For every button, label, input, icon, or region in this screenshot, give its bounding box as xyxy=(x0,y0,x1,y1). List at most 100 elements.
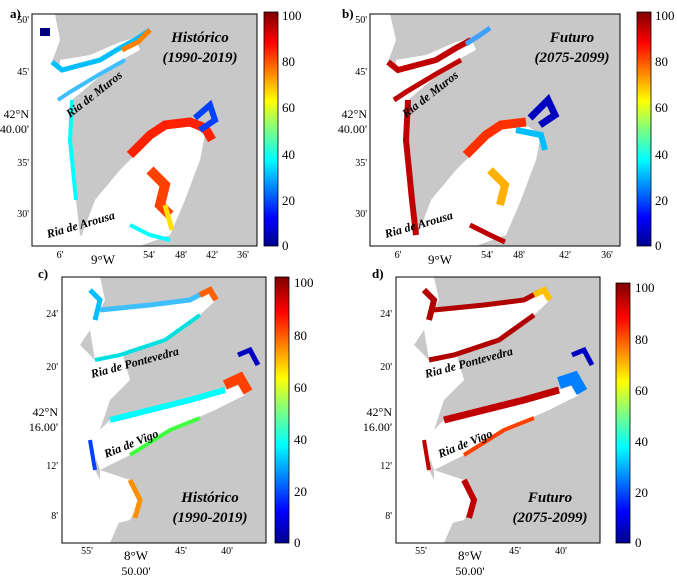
panel-letter: b) xyxy=(342,6,354,21)
y-tick-label: 8' xyxy=(51,511,58,522)
period-title: Futuro xyxy=(549,30,594,46)
x-main-minutes: 50.00' xyxy=(121,564,150,578)
ria-arousa-water xyxy=(80,125,205,246)
y-tick-label: 8' xyxy=(385,511,392,522)
coastal-band xyxy=(462,416,535,457)
colorbar-tick: 0 xyxy=(294,535,301,550)
ria-muros-water xyxy=(58,38,140,100)
coastal-band xyxy=(127,478,143,519)
ria-vigo-water xyxy=(90,385,245,470)
ria-pontevedra-water xyxy=(90,290,216,360)
ria-pontevedra-water xyxy=(424,290,550,360)
x-tick-label: 6' xyxy=(57,250,64,261)
coastal-band xyxy=(461,478,478,519)
coastal-band xyxy=(571,346,595,367)
colorbar-tick: 100 xyxy=(282,8,302,23)
coastal-band xyxy=(462,117,527,159)
y-tick-label: 45' xyxy=(355,67,367,78)
colorbar-tick: 100 xyxy=(635,280,655,295)
colorbar-tick: 40 xyxy=(282,147,295,162)
coastal-band xyxy=(428,312,536,363)
y-tick-label: 45' xyxy=(17,67,29,78)
colorbar-tick: 100 xyxy=(655,8,675,23)
colorbar-tick: 80 xyxy=(294,328,307,343)
x-tick-label: 40' xyxy=(221,546,233,557)
y-main-minutes: 40.00' xyxy=(338,122,367,136)
colorbar-tick: 20 xyxy=(282,193,295,208)
x-main-minutes: 50.00' xyxy=(455,564,484,578)
x-tick-label: 48' xyxy=(175,250,187,261)
colorbar-d-ticks: 100 80 60 40 20 0 xyxy=(635,280,655,550)
y-tick-label: 35' xyxy=(17,158,29,169)
coastal-band xyxy=(129,223,171,242)
open-sea xyxy=(62,277,130,543)
coastal-band xyxy=(99,289,207,313)
coastal-band xyxy=(88,439,97,471)
period-title: Histórico xyxy=(170,30,229,46)
colorbar-tick: 40 xyxy=(294,432,307,447)
colorbar-tick: 80 xyxy=(655,54,668,69)
x-tick-label: 45' xyxy=(509,546,521,557)
colorbar xyxy=(274,276,290,544)
y-main-minutes: 16.00' xyxy=(363,420,392,434)
coastal-band xyxy=(527,93,560,128)
period-years: (2075-2099) xyxy=(535,50,610,66)
coastal-band xyxy=(532,286,553,302)
cell-patch xyxy=(40,28,50,36)
coastal-band xyxy=(126,117,216,159)
period-years: (2075-2099) xyxy=(513,510,588,526)
panel-letter: a) xyxy=(10,6,21,21)
colorbar-tick: 80 xyxy=(635,332,648,347)
coastal-band xyxy=(487,167,510,206)
colorbar-tick: 20 xyxy=(655,193,668,208)
coastal-band xyxy=(222,371,253,395)
panel-a xyxy=(31,11,279,247)
y-tick-label: 20' xyxy=(46,362,58,373)
colorbar-tick: 100 xyxy=(294,275,314,290)
x-tick-label: 54' xyxy=(481,250,493,261)
y-main-minutes: 16.00' xyxy=(29,420,58,434)
y-tick-label: 24' xyxy=(380,309,392,320)
x-main-degree: 8°W xyxy=(458,548,483,563)
map-frame xyxy=(61,276,267,544)
coastal-band xyxy=(422,439,431,471)
y-main-degree: 42°N xyxy=(367,405,393,419)
map-frame xyxy=(395,276,601,544)
x-tick-label: 55' xyxy=(415,546,427,557)
panel-c xyxy=(61,276,290,544)
period-years: (1990-2019) xyxy=(163,50,238,66)
ria-arousa-water xyxy=(416,125,541,246)
colorbar-tick: 40 xyxy=(635,434,648,449)
colorbar-c-ticks: 100 80 60 40 20 0 xyxy=(294,275,314,550)
x-tick-label: 6' xyxy=(395,250,402,261)
y-tick-label: 50' xyxy=(355,15,367,26)
coastal-band xyxy=(88,288,103,321)
ria-vigo-water xyxy=(424,385,579,470)
colorbar-tick: 60 xyxy=(635,383,648,398)
coastal-band xyxy=(468,222,507,245)
panel-letter: d) xyxy=(372,266,384,281)
y-tick-label: 30' xyxy=(17,209,29,220)
colorbar-tick: 0 xyxy=(635,535,642,550)
y-main-degree: 42°N xyxy=(33,405,59,419)
period-years: (1990-2019) xyxy=(173,510,248,526)
panel-b xyxy=(369,11,652,247)
x-tick-label: 42' xyxy=(206,250,218,261)
colorbar-b-ticks: 100 80 60 40 20 0 xyxy=(655,8,675,253)
colorbar-tick: 80 xyxy=(282,54,295,69)
y-tick-label: 24' xyxy=(46,309,58,320)
map-frame xyxy=(31,13,258,247)
coastal-band xyxy=(193,99,219,133)
coastal-band xyxy=(50,27,152,73)
coastal-band xyxy=(433,289,541,313)
panel-letter: c) xyxy=(38,266,48,281)
y-tick-label: 20' xyxy=(380,362,392,373)
colorbar xyxy=(263,11,279,247)
colorbar-tick: 40 xyxy=(655,147,668,162)
colorbar-tick: 60 xyxy=(294,380,307,395)
coastal-band xyxy=(56,58,126,102)
coastal-band xyxy=(237,346,261,367)
map-frame xyxy=(369,13,621,247)
colorbar-a-ticks: 100 80 60 40 20 0 xyxy=(282,8,302,253)
